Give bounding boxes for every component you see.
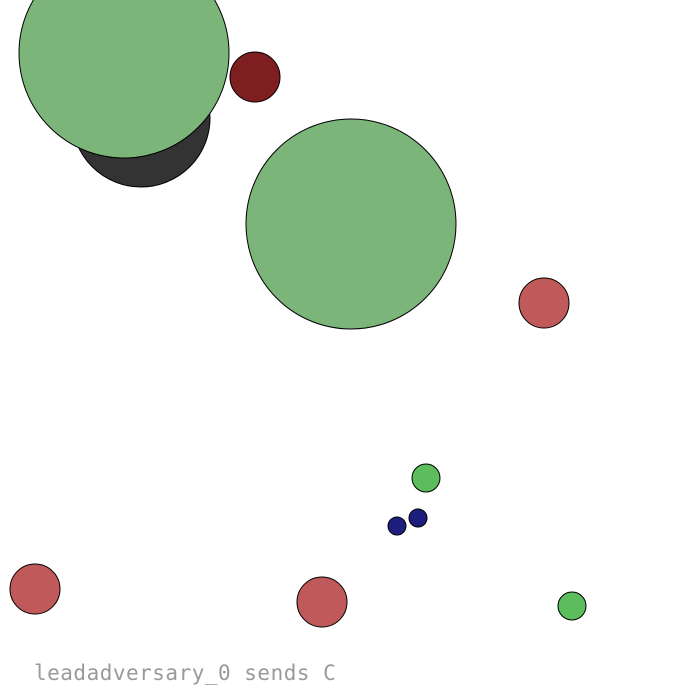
good-agent-bottom-right [557, 591, 587, 621]
food-left [387, 516, 407, 536]
adversary-bottom-center [296, 576, 348, 628]
lead-adversary [229, 51, 281, 103]
forest-large-top-left [18, 0, 230, 159]
adversary-bottom-left [9, 563, 61, 615]
status-message: leadadversary_0 sends C [34, 661, 337, 685]
forest-large-center [245, 118, 457, 330]
good-agent-center [411, 463, 441, 493]
food-right [408, 508, 428, 528]
adversary-right [518, 277, 570, 329]
